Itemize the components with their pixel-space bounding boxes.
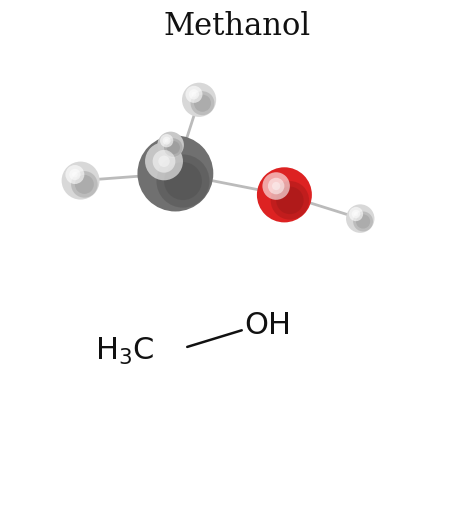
Circle shape xyxy=(189,89,199,100)
Text: H$_3$C: H$_3$C xyxy=(95,336,154,367)
Circle shape xyxy=(72,172,78,177)
Circle shape xyxy=(354,212,358,216)
Text: VectorStock.com/4007140: VectorStock.com/4007140 xyxy=(294,488,460,501)
Circle shape xyxy=(191,91,214,115)
Circle shape xyxy=(194,95,211,112)
Circle shape xyxy=(62,161,100,200)
Circle shape xyxy=(164,138,169,143)
Text: Methanol: Methanol xyxy=(164,11,310,41)
Circle shape xyxy=(257,167,312,222)
Circle shape xyxy=(191,92,197,97)
Circle shape xyxy=(65,165,84,184)
Circle shape xyxy=(164,138,182,157)
Circle shape xyxy=(69,169,81,180)
Circle shape xyxy=(163,137,171,145)
Circle shape xyxy=(352,210,360,218)
Circle shape xyxy=(158,155,170,167)
Circle shape xyxy=(157,132,184,158)
Text: OH: OH xyxy=(244,311,291,340)
Circle shape xyxy=(272,182,280,190)
Circle shape xyxy=(153,150,175,173)
Circle shape xyxy=(263,172,290,200)
Circle shape xyxy=(167,141,180,154)
Circle shape xyxy=(182,83,216,117)
Circle shape xyxy=(271,181,309,220)
Circle shape xyxy=(137,135,213,212)
Circle shape xyxy=(353,212,373,231)
Circle shape xyxy=(356,214,370,228)
Circle shape xyxy=(75,175,94,194)
Circle shape xyxy=(185,86,202,103)
Circle shape xyxy=(160,134,173,147)
Circle shape xyxy=(349,207,363,221)
Circle shape xyxy=(71,171,98,198)
Circle shape xyxy=(164,162,202,200)
Circle shape xyxy=(346,204,374,233)
Circle shape xyxy=(268,178,284,194)
Circle shape xyxy=(145,142,183,180)
Circle shape xyxy=(276,187,304,214)
Text: VectorStock: VectorStock xyxy=(14,488,99,501)
Circle shape xyxy=(156,154,210,207)
